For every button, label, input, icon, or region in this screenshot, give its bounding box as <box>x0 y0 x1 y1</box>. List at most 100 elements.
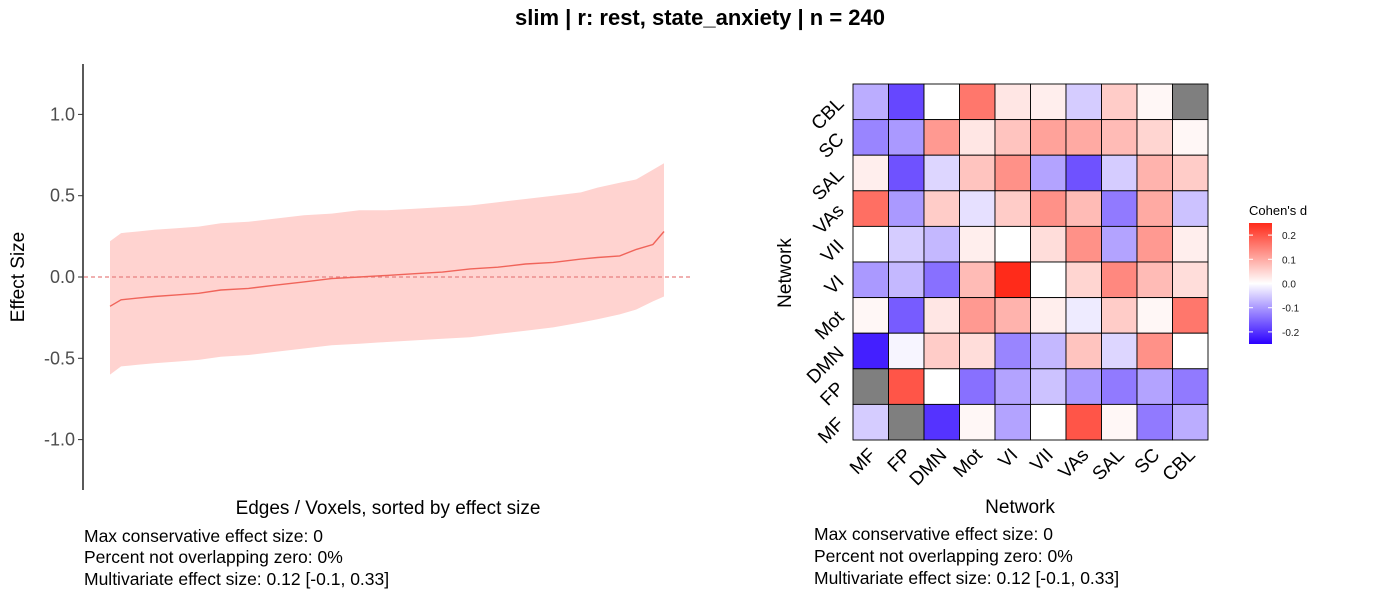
heatmap-cell <box>1065 225 1102 263</box>
heatmap-x-tick-label: SAL <box>1089 445 1129 485</box>
heatmap-cell <box>888 368 925 405</box>
heatmap-cell <box>1030 261 1067 299</box>
legend-tick-label: 0.1 <box>1282 255 1296 266</box>
y-tick-label: 0.5 <box>50 186 75 206</box>
heatmap-cell <box>923 297 960 334</box>
heatmap-cell <box>1136 368 1173 405</box>
heatmap-cell <box>852 297 889 334</box>
heatmap-cell <box>923 332 960 370</box>
heatmap-cell <box>888 297 925 334</box>
heatmap-cell <box>1172 154 1209 192</box>
legend-tick-label: -0.1 <box>1282 304 1300 315</box>
heatmap-cell <box>1172 83 1209 121</box>
y-axis-ticks: 1.0 0.5 0.0 -0.5 -1.0 <box>44 104 83 450</box>
heatmap-cell <box>959 190 996 227</box>
y-tick-label: -0.5 <box>44 348 75 368</box>
heatmap-x-tick-label: VI <box>995 445 1023 473</box>
heatmap-y-tick-label: VII <box>817 236 848 267</box>
heatmap-cell <box>923 368 960 405</box>
heatmap-cell <box>1030 190 1067 227</box>
line-panel: 1.0 0.5 0.0 -0.5 -1.0 Effect Size Edges / Vo… <box>8 64 692 589</box>
heatmap-cell <box>1065 297 1102 334</box>
heatmap-cell <box>1101 225 1138 263</box>
heatmap-cell <box>1172 119 1209 156</box>
heatmap-cell <box>1030 368 1067 405</box>
heatmap-cell <box>1172 368 1209 405</box>
heatmap-cell <box>852 154 889 192</box>
note-multivariate: Multivariate effect size: 0.12 [-0.1, 0.… <box>84 569 389 589</box>
heatmap-cell <box>923 261 960 299</box>
heatmap-note-max-conservative: Max conservative effect size: 0 <box>814 524 1053 544</box>
legend-tick-label: 0.2 <box>1282 231 1296 242</box>
heatmap-cell <box>1172 403 1209 441</box>
heatmap-cell <box>994 261 1031 299</box>
x-axis-title: Edges / Voxels, sorted by effect size <box>236 498 541 519</box>
heatmap-cell <box>1065 332 1102 370</box>
heatmap-x-tick-label: VII <box>1027 445 1058 476</box>
heatmap-cell <box>1030 297 1067 334</box>
heatmap-note-multivariate: Multivariate effect size: 0.12 [-0.1, 0.… <box>814 568 1119 588</box>
heatmap-cell <box>1101 332 1138 370</box>
heatmap-cell <box>994 225 1031 263</box>
heatmap-cell <box>1065 190 1102 227</box>
heatmap-y-tick-label: Mot <box>811 307 849 345</box>
heatmap-cell <box>959 119 996 156</box>
heatmap-cell <box>923 190 960 227</box>
heatmap-cell <box>959 225 996 263</box>
heatmap-y-tick-label: SC <box>815 129 849 163</box>
heatmap-cell <box>1101 261 1138 299</box>
heatmap-cell <box>1030 83 1067 121</box>
heatmap-cell <box>1030 154 1067 192</box>
heatmap-cell <box>923 119 960 156</box>
colorbar <box>1249 223 1272 344</box>
heatmap-cell <box>1136 261 1173 299</box>
heatmap-cell <box>994 190 1031 227</box>
heatmap-cell <box>852 403 889 441</box>
heatmap-cell <box>888 261 925 299</box>
heatmap-cell <box>888 154 925 192</box>
heatmap-cell <box>923 403 960 441</box>
heatmap-cell <box>1136 332 1173 370</box>
heatmap-cell <box>1136 403 1173 441</box>
heatmap-y-axis-title: Network <box>775 238 796 308</box>
heatmap-cell <box>1030 119 1067 156</box>
heatmap-y-tick-label: VI <box>821 271 849 299</box>
heatmap-cell <box>959 403 996 441</box>
heatmap-cell <box>959 154 996 192</box>
note-percent-not-overlapping: Percent not overlapping zero: 0% <box>84 547 343 567</box>
heatmap-cell <box>994 332 1031 370</box>
legend-tick-label: -0.2 <box>1282 328 1300 339</box>
heatmap-cell <box>1065 368 1102 405</box>
heatmap-x-tick-label: Mot <box>950 444 988 482</box>
heatmap-cell <box>852 190 889 227</box>
heatmap-cell <box>994 297 1031 334</box>
heatmap-cell <box>994 403 1031 441</box>
heatmap-cell <box>1136 225 1173 263</box>
heatmap-cell <box>994 368 1031 405</box>
heatmap-cell <box>1172 225 1209 263</box>
heatmap-cell <box>1030 225 1067 263</box>
heatmap-y-tick-label: VAs <box>810 200 848 238</box>
heatmap-cell <box>1136 154 1173 192</box>
heatmap-cell <box>888 332 925 370</box>
heatmap-cell <box>1065 83 1102 121</box>
heatmap-cell <box>852 332 889 370</box>
heatmap-cell <box>1172 332 1209 370</box>
heatmap-cell <box>852 368 889 405</box>
heatmap-cell <box>959 332 996 370</box>
heatmap-x-tick-label: DMN <box>906 445 951 490</box>
heatmap-cell <box>959 297 996 334</box>
heatmap-x-tick-label: MF <box>846 445 880 479</box>
heatmap-note-percent-not-overlapping: Percent not overlapping zero: 0% <box>814 546 1073 566</box>
legend-tick-label: 0.0 <box>1282 280 1296 291</box>
note-max-conservative: Max conservative effect size: 0 <box>84 526 323 546</box>
ci-ribbon <box>110 163 664 375</box>
heatmap-cell <box>994 154 1031 192</box>
y-tick-label: -1.0 <box>44 430 75 450</box>
heatmap-cell <box>1136 190 1173 227</box>
heatmap-cell <box>923 154 960 192</box>
